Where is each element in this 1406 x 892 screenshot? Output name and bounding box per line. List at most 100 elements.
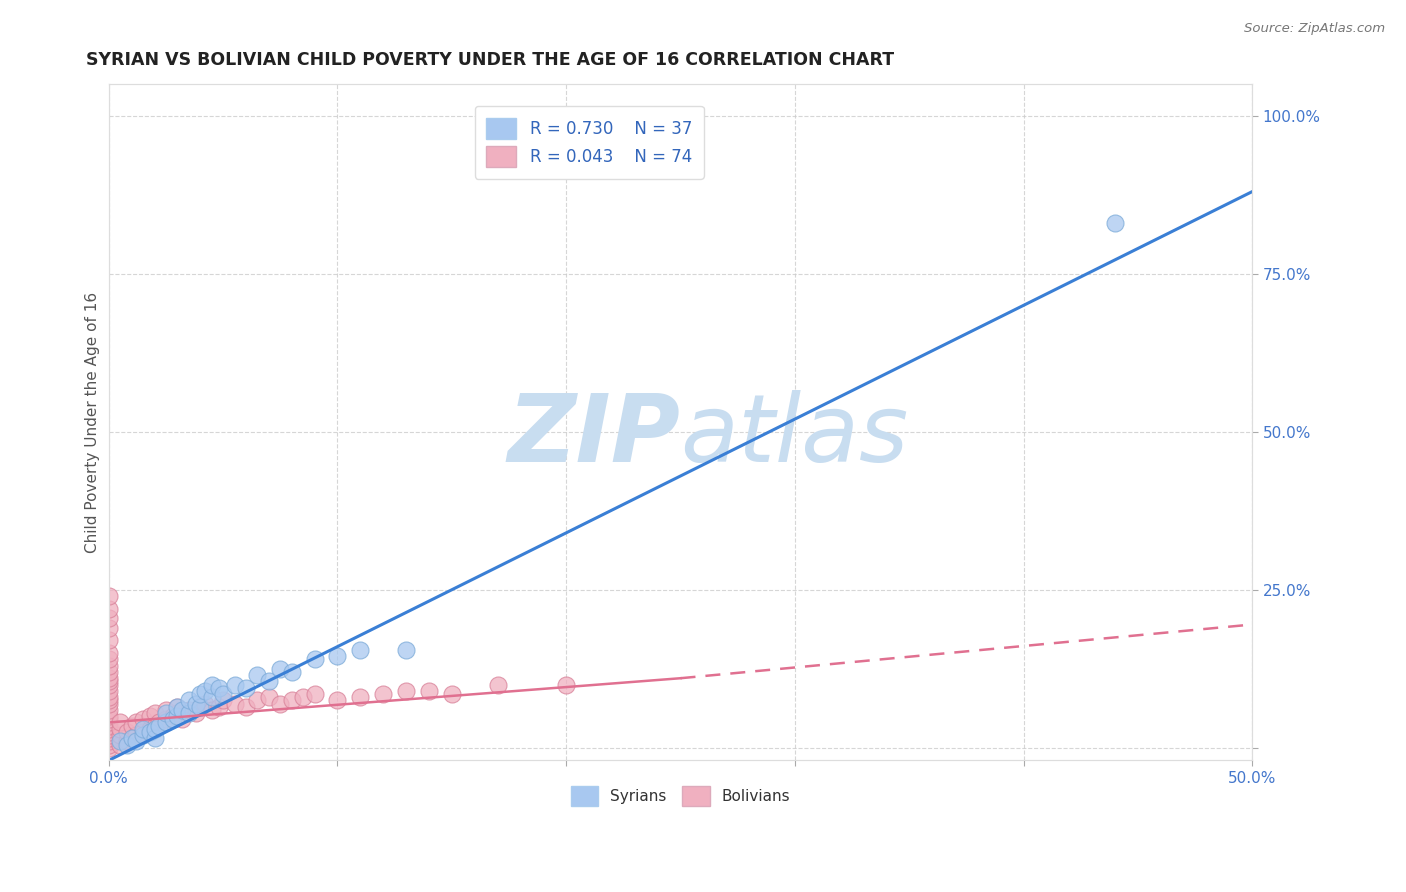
Point [143,731,166,746]
Point [155,715,177,730]
Point [188,699,211,714]
Point [418,684,440,698]
Point [257,690,280,705]
Point [139,722,162,736]
Point [188,687,211,701]
Point [97,665,120,679]
Point [121,718,143,732]
Point [97,722,120,736]
Point [155,712,177,726]
Point [115,725,138,739]
Point [143,718,166,732]
Point [97,633,120,648]
Point [235,699,257,714]
Text: Source: ZipAtlas.com: Source: ZipAtlas.com [1244,22,1385,36]
Point [235,681,257,695]
Point [292,690,315,705]
Point [125,728,148,742]
Point [201,677,224,691]
Point [97,674,120,689]
Point [162,712,184,726]
Point [207,699,229,714]
Point [349,690,371,705]
Point [132,725,155,739]
Point [132,728,155,742]
Legend: Syrians, Bolivians: Syrians, Bolivians [562,779,799,814]
Point [97,658,120,673]
Point [97,693,120,707]
Point [194,697,217,711]
Point [97,589,120,603]
Point [97,697,120,711]
Point [97,677,120,691]
Point [224,697,246,711]
Point [269,662,291,676]
Point [349,642,371,657]
Point [108,715,131,730]
Point [166,699,188,714]
Point [184,706,207,720]
Point [97,740,120,755]
Point [132,712,155,726]
Point [224,677,246,691]
Point [166,709,188,723]
Point [326,649,349,664]
Point [304,652,326,666]
Point [139,709,162,723]
Point [201,703,224,717]
Point [132,722,155,736]
Point [143,706,166,720]
Point [170,712,193,726]
Text: ZIP: ZIP [508,390,681,482]
Point [201,690,224,705]
Point [139,725,162,739]
Point [97,725,120,739]
Text: SYRIAN VS BOLIVIAN CHILD POVERTY UNDER THE AGE OF 16 CORRELATION CHART: SYRIAN VS BOLIVIAN CHILD POVERTY UNDER T… [86,51,894,69]
Point [125,715,148,730]
Point [1104,216,1126,230]
Point [143,722,166,736]
Point [373,687,395,701]
Point [108,722,131,736]
Point [108,728,131,742]
Point [246,693,269,707]
Y-axis label: Child Poverty Under the Age of 16: Child Poverty Under the Age of 16 [86,292,100,553]
Point [166,699,188,714]
Point [212,687,235,701]
Point [166,706,188,720]
Point [97,731,120,746]
Point [155,703,177,717]
Point [177,706,200,720]
Point [97,671,120,685]
Point [155,706,177,720]
Point [97,715,120,730]
Point [121,731,143,746]
Point [207,681,229,695]
Point [97,703,120,717]
Point [148,718,170,732]
Point [486,677,509,691]
Point [257,674,280,689]
Point [162,709,184,723]
Point [440,687,463,701]
Point [97,601,120,615]
Point [395,642,418,657]
Point [97,718,120,732]
Point [97,728,120,742]
Point [280,693,302,707]
Point [212,693,235,707]
Point [170,703,193,717]
Point [177,693,200,707]
Point [115,738,138,752]
Point [97,709,120,723]
Point [326,693,349,707]
Point [97,684,120,698]
Point [269,697,291,711]
Point [177,703,200,717]
Point [97,646,120,660]
Point [246,668,269,682]
Point [97,712,120,726]
Point [188,699,211,714]
Point [280,665,302,679]
Point [121,731,143,746]
